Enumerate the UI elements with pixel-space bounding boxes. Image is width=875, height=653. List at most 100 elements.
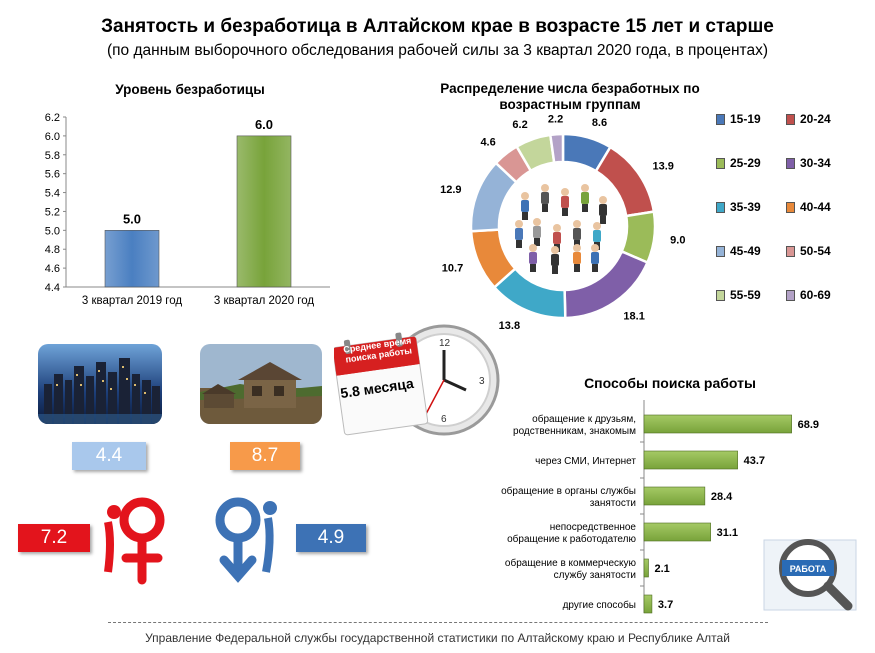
method-value-label: 43.7	[744, 455, 765, 467]
age-distribution-donut-chart: 8.6 13.9 9.0 18.1 13.8 10.7 12.9 4.6 6.2 2.2	[440, 113, 685, 332]
method-value-label: 68.9	[798, 419, 819, 431]
method-category-label: через СМИ, Интернет	[535, 456, 636, 467]
bar-value-label: 6.0	[255, 117, 273, 132]
y-tick-label: 4.6	[45, 263, 60, 275]
svg-text:3: 3	[479, 376, 485, 387]
unemployment-chart-title: Уровень безработицы	[115, 82, 265, 97]
y-tick-label: 5.6	[45, 169, 60, 181]
method-category-label: другие способы	[563, 599, 636, 611]
donut-value-label: 18.1	[623, 311, 644, 323]
person-figure	[599, 196, 607, 224]
method-category-label: занятости	[590, 498, 636, 509]
person-figure	[533, 218, 541, 246]
donut-slice-60-69	[548, 132, 565, 165]
svg-text:12: 12	[439, 338, 451, 349]
legend-item-45-49: 45-49	[716, 244, 761, 258]
age-legend: 15-19 20-24 25-29 30-34 35-39 40-44 45-49 50-54…	[716, 112, 856, 327]
urban-unemployment-value: 4.4	[72, 442, 146, 470]
search-methods-bar-chart: 68.9 обращение к друзьям,родственникам, з…	[501, 400, 819, 614]
legend-item-20-24: 20-24	[786, 112, 831, 126]
bar-1	[104, 230, 160, 288]
method-bar-5	[643, 558, 649, 578]
legend-label: 15-19	[730, 112, 761, 126]
unemployment-bar-chart: 6.2 6.0 5.8 5.6 5.4 5.2 5.0 4.8 4.6 4.4 5.0 3 кварт…	[45, 112, 330, 307]
rural-unemployment-value: 8.7	[230, 442, 300, 470]
legend-swatch	[716, 246, 725, 258]
legend-label: 25-29	[730, 156, 761, 170]
legend-swatch	[786, 158, 795, 170]
age-distribution-title: Распределение числа безработных по возра…	[440, 81, 700, 112]
method-category-label: обращение к работодателю	[507, 533, 636, 545]
male-unemployment-value: 4.9	[296, 524, 366, 552]
person-figure	[581, 184, 589, 212]
legend-item-60-69: 60-69	[786, 288, 831, 302]
y-tick-label: 4.8	[45, 244, 60, 256]
y-tick-label: 6.0	[45, 131, 60, 143]
bar-2	[236, 135, 292, 288]
person-figure	[561, 188, 569, 216]
footer-text: Управление Федеральной службы государств…	[145, 631, 730, 645]
job-search-magnifier-icon: РАБОТА	[763, 539, 857, 611]
person-figure	[551, 246, 559, 274]
y-tick-label: 5.0	[45, 225, 60, 237]
legend-item-15-19: 15-19	[716, 112, 761, 126]
calendar-icon	[334, 332, 429, 436]
legend-swatch	[786, 290, 795, 302]
bar-value-label: 5.0	[123, 211, 141, 226]
legend-label: 30-34	[800, 156, 831, 170]
svg-text:6: 6	[441, 414, 447, 425]
page-subtitle: (по данным выборочного обследования рабо…	[106, 42, 769, 59]
person-figure	[573, 220, 581, 248]
person-figure	[573, 244, 581, 272]
bar-category-label: 3 квартал 2020 год	[214, 295, 314, 307]
y-tick-label: 5.8	[45, 150, 60, 162]
legend-swatch	[716, 158, 725, 170]
method-value-label: 2.1	[655, 563, 670, 575]
legend-label: 40-44	[800, 200, 831, 214]
bar-category-label: 3 квартал 2019 год	[82, 295, 182, 307]
y-tick-label: 5.2	[45, 206, 60, 218]
legend-swatch	[716, 202, 725, 214]
method-category-label: родственникам, знакомым	[513, 426, 636, 437]
legend-item-40-44: 40-44	[786, 200, 831, 214]
female-unemployment-value: 7.2	[18, 524, 90, 552]
legend-label: 35-39	[730, 200, 761, 214]
page-title: Занятость и безработица в Алтайском крае…	[101, 16, 774, 37]
donut-value-label: 4.6	[480, 137, 495, 149]
method-category-label: службу занятости	[554, 569, 636, 581]
legend-item-50-54: 50-54	[786, 244, 831, 258]
legend-swatch	[786, 246, 795, 258]
donut-value-label: 12.9	[440, 184, 461, 196]
search-sign-label: РАБОТА	[790, 564, 827, 574]
donut-value-label: 10.7	[442, 262, 463, 274]
village-house-image	[200, 344, 322, 424]
legend-label: 55-59	[730, 288, 761, 302]
donut-value-label: 8.6	[592, 117, 607, 129]
method-category-label: обращение в коммерческую	[505, 557, 637, 569]
female-symbol-icon	[104, 497, 165, 585]
method-bar-4	[643, 522, 711, 542]
legend-swatch	[716, 290, 725, 302]
legend-swatch	[716, 114, 725, 126]
legend-label: 60-69	[800, 288, 831, 302]
legend-item-35-39: 35-39	[716, 200, 761, 214]
people-group-illustration	[501, 164, 625, 288]
method-bar-1	[643, 414, 792, 434]
y-tick-label: 4.4	[45, 282, 60, 294]
method-category-label: обращение к друзьям,	[532, 413, 636, 425]
method-bar-6	[643, 594, 653, 614]
legend-swatch	[786, 114, 795, 126]
method-value-label: 31.1	[717, 527, 738, 539]
search-methods-title: Способы поиска работы	[584, 375, 756, 391]
donut-value-label: 13.8	[499, 320, 520, 332]
donut-value-label: 6.2	[512, 119, 527, 131]
person-figure	[529, 244, 537, 272]
male-symbol-icon	[215, 497, 277, 583]
method-bar-3	[643, 486, 706, 506]
legend-item-30-34: 30-34	[786, 156, 831, 170]
method-bar-2	[643, 450, 738, 470]
calendar-clock-illustration: 123 69	[334, 324, 500, 436]
legend-label: 45-49	[730, 244, 761, 258]
method-category-label: обращение в органы службы	[501, 485, 636, 497]
